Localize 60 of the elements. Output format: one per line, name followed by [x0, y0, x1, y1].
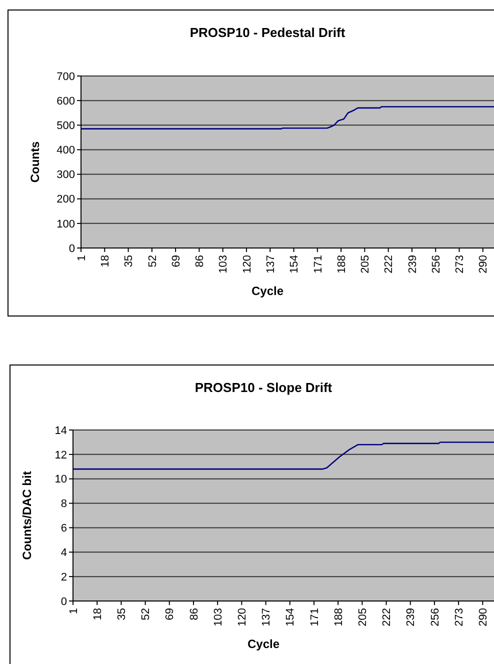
y-tick-label: 4	[60, 546, 67, 559]
x-tick-label: 35	[116, 608, 128, 620]
x-tick-label: 69	[164, 608, 176, 620]
x-tick-label: 222	[381, 608, 394, 626]
y-axis-title: Counts	[28, 141, 42, 183]
x-tick-label: 137	[260, 608, 273, 626]
y-tick-label: 200	[56, 194, 75, 206]
x-tick-label: 86	[188, 608, 200, 620]
x-tick-label: 171	[312, 255, 324, 274]
x-tick-label: 188	[332, 608, 345, 626]
y-tick-label: 400	[56, 144, 75, 157]
chart-title: PROSP10 - Slope Drift	[194, 380, 333, 395]
y-tick-label: 14	[54, 424, 67, 437]
x-tick-label: 171	[308, 608, 321, 626]
x-tick-label: 205	[357, 608, 370, 626]
x-tick-label: 239	[406, 255, 419, 274]
x-tick-label: 205	[360, 255, 372, 274]
x-tick-label: 52	[140, 608, 152, 620]
x-tick-label: 120	[236, 608, 249, 626]
x-tick-label: 256	[430, 255, 442, 274]
x-tick-label: 290	[478, 608, 490, 626]
y-tick-label: 12	[54, 449, 67, 462]
y-tick-label: 10	[54, 474, 67, 486]
x-tick-label: 137	[264, 255, 277, 274]
x-tick-label: 103	[218, 255, 230, 274]
x-tick-label: 256	[429, 608, 442, 626]
y-tick-label: 6	[60, 522, 67, 535]
chart-title: PROSP10 - Pedestal Drift	[190, 25, 346, 40]
x-axis-title: Cycle	[251, 284, 284, 298]
x-tick-label: 154	[284, 608, 297, 626]
y-tick-label: 8	[60, 498, 67, 510]
x-tick-label: 222	[383, 255, 396, 274]
x-tick-label: 35	[123, 255, 136, 268]
y-tick-label: 100	[56, 218, 75, 230]
x-tick-label: 1	[76, 255, 88, 262]
x-tick-label: 86	[194, 255, 206, 268]
x-tick-label: 120	[241, 255, 254, 274]
x-tick-label: 273	[454, 255, 466, 274]
y-tick-label: 0	[60, 596, 67, 608]
x-tick-label: 18	[99, 255, 112, 268]
x-axis-title: Cycle	[247, 637, 280, 651]
x-tick-label: 273	[453, 608, 466, 626]
y-axis-title: Counts/DAC bit	[20, 471, 34, 560]
x-tick-label: 103	[212, 608, 224, 626]
y-tick-label: 2	[60, 571, 67, 584]
x-tick-label: 1	[68, 608, 80, 614]
y-tick-label: 500	[56, 120, 75, 132]
x-tick-label: 188	[336, 255, 348, 274]
x-tick-label: 290	[478, 255, 490, 274]
y-tick-label: 600	[56, 95, 75, 108]
y-tick-label: 700	[56, 70, 75, 83]
line-series	[72, 442, 494, 470]
x-tick-label: 69	[170, 255, 182, 268]
y-tick-label: 0	[68, 242, 75, 255]
line-series	[80, 106, 494, 130]
x-tick-label: 52	[146, 255, 159, 268]
x-tick-label: 239	[405, 608, 418, 626]
y-tick-label: 300	[56, 169, 75, 182]
x-tick-label: 154	[288, 255, 301, 274]
x-tick-label: 18	[92, 608, 104, 620]
